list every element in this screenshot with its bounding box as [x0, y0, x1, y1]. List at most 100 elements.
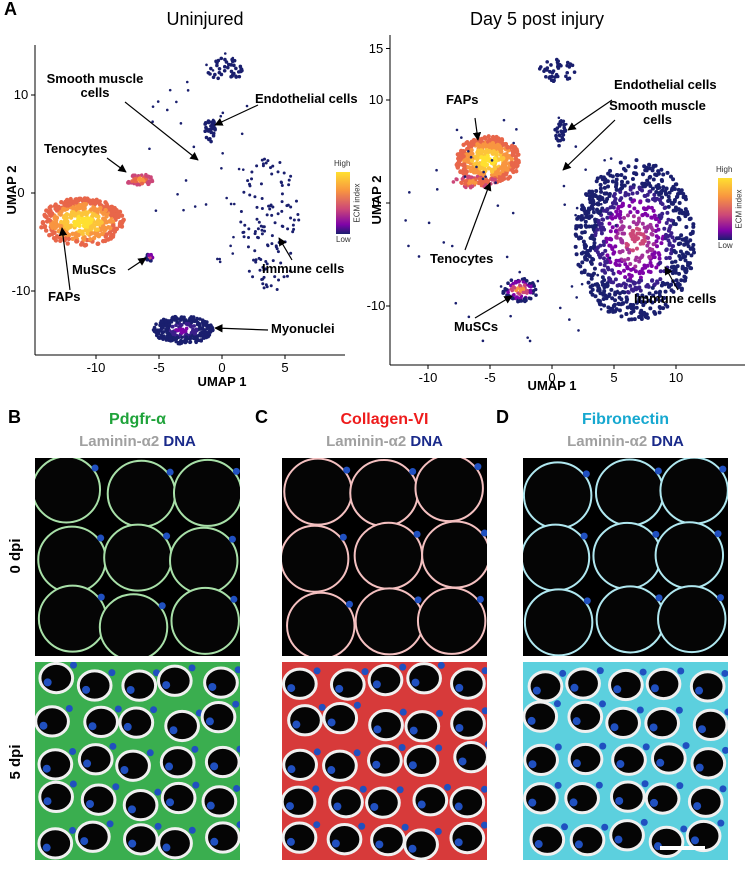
umap-point [638, 288, 643, 293]
muscle-fiber [282, 667, 318, 700]
umap-point [599, 221, 604, 226]
umap-point [213, 127, 217, 132]
umap-point [238, 69, 243, 74]
laminin-label: Laminin-α2 [326, 433, 407, 450]
umap-point [407, 244, 410, 248]
umap-point [620, 201, 625, 206]
umap-point [53, 238, 59, 243]
muscle-fiber [322, 702, 359, 735]
umap-point [463, 175, 467, 178]
umap-point [49, 222, 55, 228]
umap-point [89, 231, 94, 236]
umap-point [179, 323, 184, 327]
umap-point [622, 258, 627, 263]
umap-point [264, 260, 268, 264]
nucleus [154, 822, 162, 830]
umap-point [666, 199, 671, 204]
muscle-fiber [118, 706, 155, 739]
umap-point [659, 177, 664, 182]
umap-point [599, 307, 603, 311]
umap-point [247, 269, 251, 273]
umap-point [146, 174, 150, 179]
muscle-fiber [354, 587, 425, 656]
umap-point [549, 63, 553, 67]
umap-point [599, 189, 604, 194]
umap-point [607, 211, 612, 216]
umap-point [563, 203, 567, 206]
umap-point [481, 339, 485, 343]
umap-point [587, 224, 592, 229]
nucleus [83, 759, 92, 768]
umap-point [81, 206, 86, 211]
umap-point [467, 149, 470, 153]
umap-point [270, 172, 274, 176]
umap-point [677, 217, 682, 222]
umap-point [198, 317, 202, 321]
umap-point [575, 296, 578, 299]
umap-point [630, 228, 635, 233]
muscle-fiber [74, 820, 111, 853]
umap-point [614, 209, 619, 214]
umap-point [641, 270, 646, 275]
nucleus [114, 705, 122, 713]
umap-point [632, 206, 637, 211]
nucleus [165, 762, 174, 771]
umap-point [580, 282, 584, 286]
umap-point [561, 119, 566, 124]
umap-point [185, 80, 189, 84]
umap-point [559, 129, 563, 134]
umap-point [590, 273, 595, 278]
muscle-fiber [38, 780, 74, 814]
umap-point [170, 324, 175, 329]
umap-point [126, 180, 130, 185]
umap-point [562, 184, 566, 188]
umap-point [622, 231, 627, 236]
umap-point [669, 218, 674, 223]
umap-point [610, 268, 615, 273]
umap-point [39, 225, 44, 230]
umap-point [252, 258, 256, 262]
umap-point [487, 137, 493, 142]
umap-point [172, 336, 177, 340]
umap-point [626, 278, 631, 283]
cluster-label: Smooth muscle cells [609, 98, 706, 128]
nucleus [481, 707, 487, 715]
umap-point [490, 159, 494, 162]
nucleus [210, 837, 219, 846]
umap-point [654, 223, 659, 228]
umap-point [679, 287, 684, 292]
umap-point [461, 142, 466, 147]
x-tick-label: 10 [668, 369, 684, 385]
umap-point [102, 225, 108, 231]
umap-point [568, 318, 571, 321]
nucleus [596, 667, 604, 675]
cluster-label: Myonuclei [271, 321, 335, 336]
nucleus [69, 780, 77, 788]
umap-point [631, 220, 636, 225]
umap-point [216, 257, 219, 261]
umap-point [503, 286, 508, 291]
umap-point [688, 216, 693, 221]
umap-point [602, 199, 607, 204]
umap-point [81, 237, 87, 242]
umap-point [518, 289, 523, 293]
umap-point [468, 179, 472, 184]
nucleus [335, 684, 344, 693]
umap-point [278, 161, 282, 165]
muscle-fiber [328, 786, 364, 819]
umap-point [561, 133, 566, 137]
nucleus [398, 744, 406, 752]
umap-point [205, 63, 208, 67]
umap-point [610, 296, 615, 301]
umap-point [647, 166, 652, 171]
plot-title: Uninjured [166, 9, 244, 29]
umap-point [626, 164, 631, 169]
nucleus [642, 743, 650, 751]
umap-point [578, 235, 583, 240]
umap-point [565, 60, 570, 65]
nucleus [476, 595, 484, 603]
umap-point [114, 226, 119, 232]
umap-point [588, 248, 593, 253]
umap-point [635, 286, 640, 291]
nucleus [327, 718, 336, 727]
